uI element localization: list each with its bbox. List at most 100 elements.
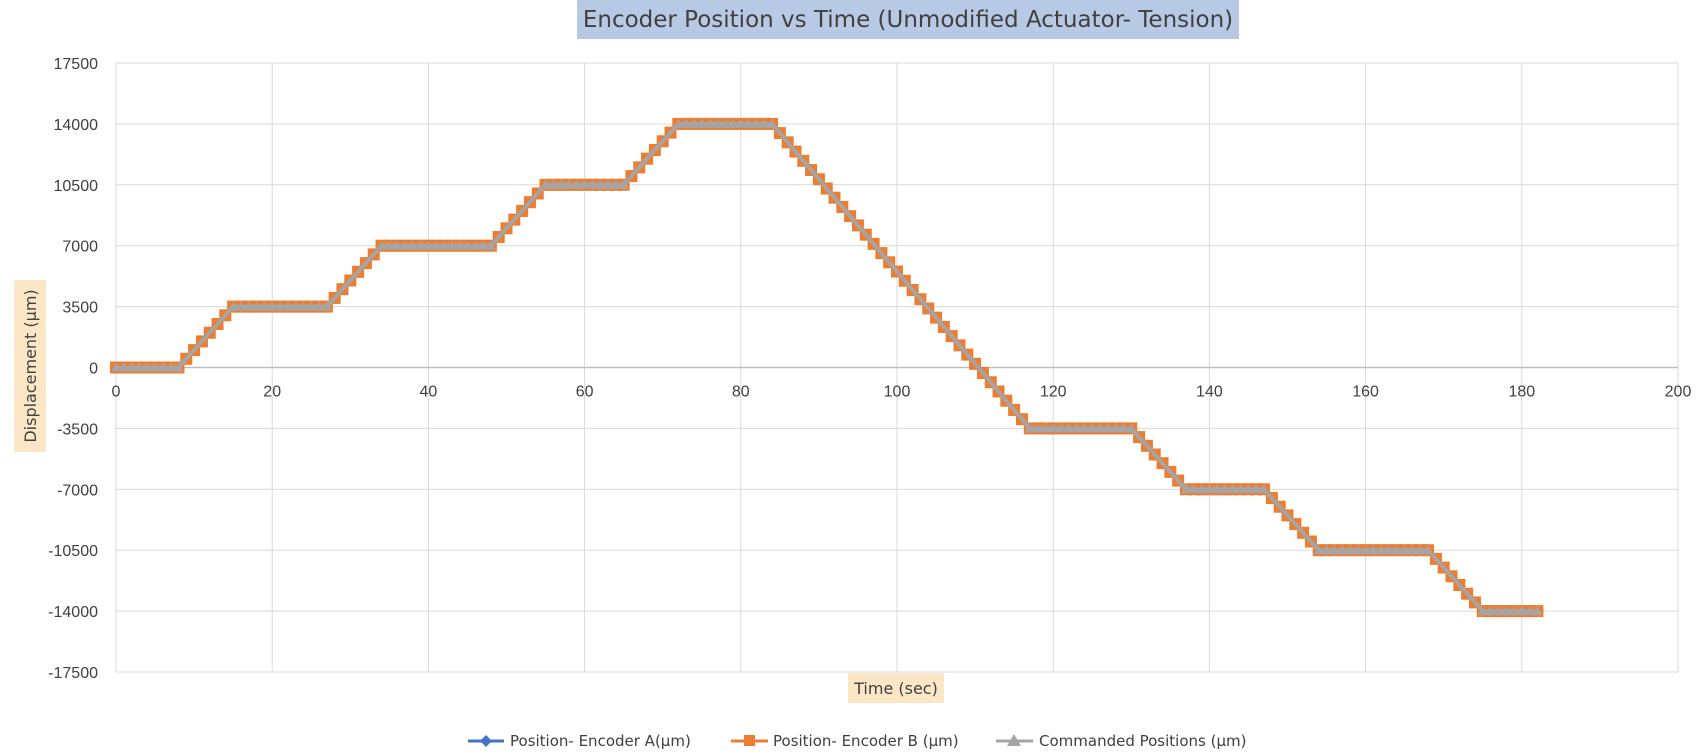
data-point bbox=[595, 179, 606, 189]
legend-label-commanded: Commanded Positions (µm) bbox=[1039, 732, 1246, 750]
legend-item-commanded: Commanded Positions (µm) bbox=[996, 732, 1246, 750]
x-axis-title-box bbox=[848, 673, 944, 703]
series-layer bbox=[110, 117, 1544, 618]
data-point bbox=[673, 118, 684, 128]
gridlines bbox=[115, 62, 1679, 673]
data-point bbox=[688, 118, 699, 128]
data-point bbox=[478, 240, 489, 250]
data-point bbox=[1180, 484, 1191, 494]
data-point bbox=[681, 118, 692, 128]
data-point bbox=[1259, 484, 1270, 494]
legend: Position- Encoder A(µm) Position- Encode… bbox=[468, 732, 1246, 750]
y-tick-label: 14000 bbox=[54, 117, 99, 134]
data-point bbox=[1337, 545, 1348, 555]
data-point bbox=[767, 118, 778, 128]
y-tick-label: 0 bbox=[89, 361, 98, 378]
data-point bbox=[150, 362, 161, 372]
data-point bbox=[1423, 545, 1434, 555]
data-point bbox=[1196, 484, 1207, 494]
data-point bbox=[298, 301, 309, 311]
data-point bbox=[1321, 545, 1332, 555]
y-tick-label: -3500 bbox=[57, 421, 98, 438]
data-point bbox=[579, 179, 590, 189]
x-axis-title: Time (sec) bbox=[853, 679, 938, 698]
data-point bbox=[1493, 606, 1504, 616]
data-point bbox=[1415, 545, 1426, 555]
data-point bbox=[1251, 484, 1262, 494]
data-point bbox=[712, 118, 723, 128]
data-point bbox=[1532, 606, 1543, 616]
data-point bbox=[1118, 423, 1129, 433]
data-point bbox=[1368, 545, 1379, 555]
data-point bbox=[282, 301, 293, 311]
y-tick-label: 3500 bbox=[62, 300, 98, 317]
data-point bbox=[275, 301, 286, 311]
data-point bbox=[1048, 423, 1059, 433]
x-tick-label: 120 bbox=[1040, 384, 1067, 401]
legend-marker-square-icon bbox=[744, 735, 755, 746]
data-point bbox=[696, 118, 707, 128]
data-point bbox=[548, 179, 559, 189]
y-tick-label: 10500 bbox=[54, 178, 99, 195]
y-tick-label: -17500 bbox=[48, 665, 98, 682]
data-point bbox=[743, 118, 754, 128]
data-point bbox=[321, 301, 332, 311]
x-tick-label: 160 bbox=[1352, 384, 1379, 401]
data-point bbox=[142, 362, 153, 372]
data-point bbox=[1063, 423, 1074, 433]
x-tick-label: 0 bbox=[112, 384, 121, 401]
data-point bbox=[1204, 484, 1215, 494]
data-point bbox=[727, 118, 738, 128]
data-point bbox=[1087, 423, 1098, 433]
data-point bbox=[1501, 606, 1512, 616]
data-point bbox=[735, 118, 746, 128]
data-point bbox=[251, 301, 262, 311]
data-point bbox=[571, 179, 582, 189]
data-point bbox=[165, 362, 176, 372]
chart-title-box bbox=[577, 0, 1239, 39]
data-point bbox=[407, 240, 418, 250]
legend-item-encoder-a: Position- Encoder A(µm) bbox=[468, 732, 691, 750]
data-point bbox=[751, 118, 762, 128]
x-tick-label: 200 bbox=[1665, 384, 1692, 401]
x-tick-label: 140 bbox=[1196, 384, 1223, 401]
data-point bbox=[1188, 484, 1199, 494]
y-tick-label: -14000 bbox=[48, 604, 98, 621]
data-point bbox=[1399, 545, 1410, 555]
data-point bbox=[1313, 545, 1324, 555]
data-point bbox=[384, 240, 395, 250]
x-tick-label: 60 bbox=[576, 384, 594, 401]
data-point bbox=[111, 362, 121, 372]
data-point bbox=[563, 179, 574, 189]
data-point bbox=[439, 240, 450, 250]
data-point bbox=[399, 240, 410, 250]
data-point bbox=[1024, 423, 1035, 433]
data-point bbox=[431, 240, 442, 250]
y-tick-label: -7000 bbox=[57, 482, 98, 499]
legend-marker-triangle-icon bbox=[1007, 734, 1021, 746]
data-point bbox=[1352, 545, 1363, 555]
data-point bbox=[603, 179, 614, 189]
data-point bbox=[485, 240, 496, 250]
data-point bbox=[1227, 484, 1238, 494]
data-point bbox=[556, 179, 567, 189]
y-tick-label: -10500 bbox=[48, 543, 98, 560]
data-point bbox=[157, 362, 168, 372]
data-point bbox=[462, 240, 473, 250]
legend-label-encoder-a: Position- Encoder A(µm) bbox=[510, 732, 691, 750]
data-point bbox=[1095, 423, 1106, 433]
data-point bbox=[306, 301, 317, 311]
data-point bbox=[1508, 606, 1519, 616]
data-point bbox=[376, 240, 387, 250]
x-tick-label: 80 bbox=[732, 384, 750, 401]
chart-title: Encoder Position vs Time (Unmodified Act… bbox=[583, 7, 1233, 33]
data-point bbox=[618, 179, 629, 189]
data-point bbox=[1071, 423, 1082, 433]
data-point bbox=[235, 301, 246, 311]
data-point bbox=[720, 118, 731, 128]
legend-item-encoder-b: Position- Encoder B (µm) bbox=[731, 732, 959, 750]
data-point bbox=[1391, 545, 1402, 555]
data-point bbox=[1032, 423, 1043, 433]
data-point bbox=[1079, 423, 1090, 433]
